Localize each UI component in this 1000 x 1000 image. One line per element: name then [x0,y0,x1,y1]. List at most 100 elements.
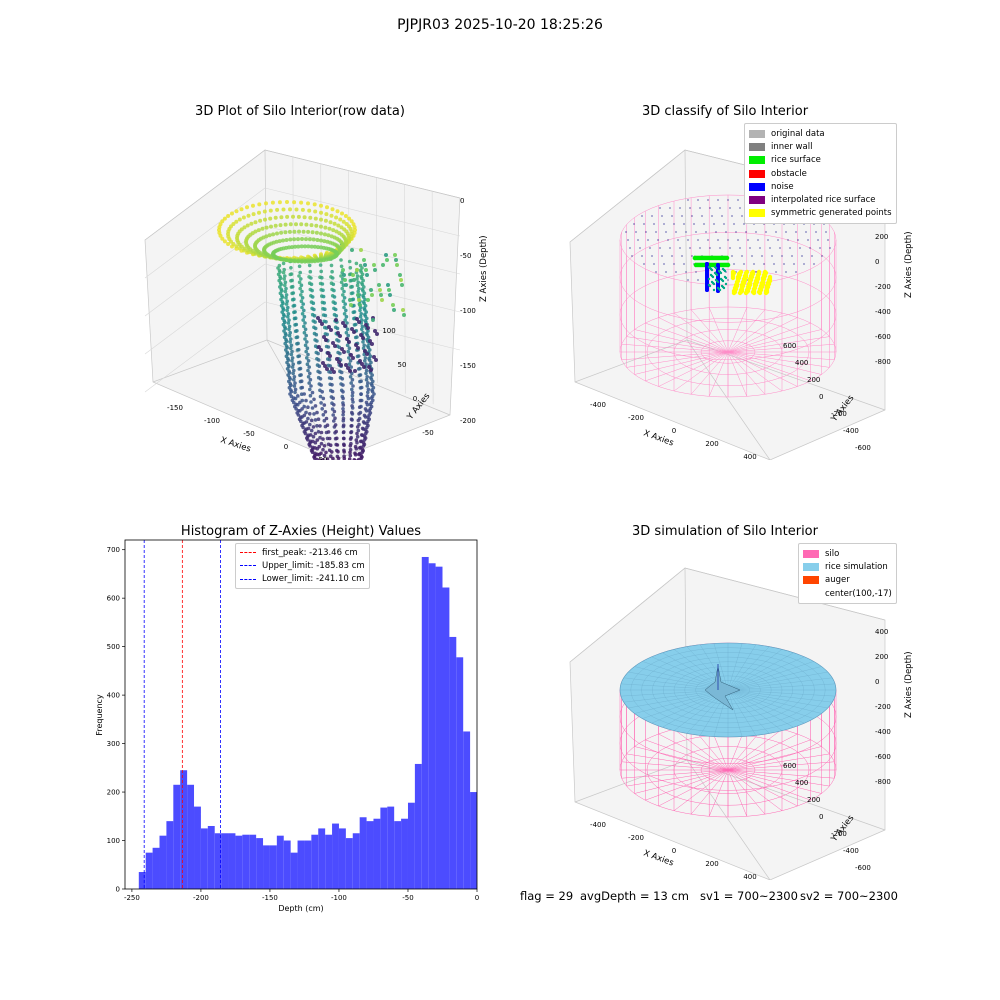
scatter-point [346,349,350,354]
scatter-point [716,255,722,261]
scatter-point [699,247,701,249]
scatter-point [361,420,366,424]
silo-floor-ring [673,329,783,375]
panel1-xtick: -150 [167,404,183,412]
scatter-point [288,340,292,344]
rice-mesh-spoke [727,677,833,691]
panel1-title: 3D Plot of Silo Interior(row data) [195,104,405,119]
scatter-point [264,234,269,239]
scatter-point [663,223,665,225]
scatter-point [339,363,343,367]
scatter-point [347,356,351,360]
scatter-point [301,318,305,322]
scatter-point [283,274,287,278]
scatter-point [290,359,294,363]
histogram-bar [456,657,464,889]
panel4-xtick: 200 [705,860,718,868]
scatter-point [323,410,328,414]
scatter-point [737,239,739,241]
scatter-point [671,215,673,217]
panel1-3d-plot: -150-100-50050100150-500501000-50-100-15… [144,149,489,460]
histogram-bar [297,840,305,889]
scatter-point [707,239,709,241]
scatter-point [341,321,345,325]
scatter-point [336,456,341,460]
scatter-point [297,229,301,234]
scatter-point [723,269,727,273]
legend-item: noise [749,180,892,193]
scatter-point [280,295,285,299]
scatter-point [771,255,773,257]
scatter-point [284,339,289,343]
scatter-point [309,418,314,423]
scatter-point [722,286,726,290]
scatter-point [257,210,261,215]
scatter-point [767,278,773,284]
scatter-point [352,225,357,230]
scatter-point [362,413,367,418]
scatter-point [629,247,631,249]
scatter-point [330,389,335,394]
auger-dip [704,665,741,711]
panel3-title: Histogram of Z-Axies (Height) Values [180,524,422,539]
scatter-point [316,258,320,263]
scatter-point [755,271,757,273]
scatter-point [364,371,368,376]
panel1-ztick: -200 [460,417,476,425]
panel4-ztick: 400 [875,628,888,636]
scatter-point [242,225,247,230]
panel4-ticks: -400-2000200400600-600-400-2000200400600… [590,628,891,880]
scatter-point [290,245,294,250]
scatter-point [298,286,302,291]
scatter-point [368,339,372,343]
scatter-point [295,335,300,339]
scatter-point [723,223,725,225]
scatter-point [268,216,273,221]
scatter-point [290,258,294,263]
scatter-point [267,233,272,238]
histogram-bar [304,840,312,889]
histogram-bar [145,852,153,889]
scatter-point [290,349,294,354]
scatter-point [334,429,338,434]
scatter-point [364,268,368,272]
scatter-point [366,396,371,401]
scatter-point [323,307,327,311]
scatter-point [285,214,290,219]
scatter-point [299,200,304,205]
rice-mesh-spoke [713,643,729,691]
scatter-point [357,298,361,302]
silo-floor-ring [700,758,756,782]
scatter-point [324,338,328,342]
scatter-point [302,308,306,313]
scatter-point [316,316,320,320]
scatter-point [667,239,669,241]
rice-mesh-spoke [727,689,833,703]
scatter-point [275,231,279,236]
panel2-ztick: 200 [875,233,888,241]
scatter-point [353,369,357,373]
legend-item: center(100,-17) [803,587,892,600]
scatter-point [283,320,287,325]
scatter-point [342,289,346,294]
histogram-bar [187,784,195,889]
scatter-point [320,390,324,394]
scatter-point [297,264,302,269]
scatter-point [300,407,304,411]
scatter-point [352,303,356,308]
scatter-point [307,263,312,268]
footer-flag: flag = 29 [520,889,574,903]
scatter-point [326,351,330,355]
scatter-point [300,237,304,241]
scatter-point [344,308,348,313]
scatter-point [305,346,310,350]
scatter-point [340,286,344,291]
scatter-point [760,281,766,287]
scatter-point [350,284,354,289]
rice-mesh-spoke [727,689,783,731]
scatter-point [356,280,360,285]
x-tick-label: -200 [193,894,209,902]
scatter-point [332,295,337,299]
scatter-point [318,394,323,399]
panel2-3d-plot: -400-2000200400600-600-400-2000200400600… [569,149,914,460]
